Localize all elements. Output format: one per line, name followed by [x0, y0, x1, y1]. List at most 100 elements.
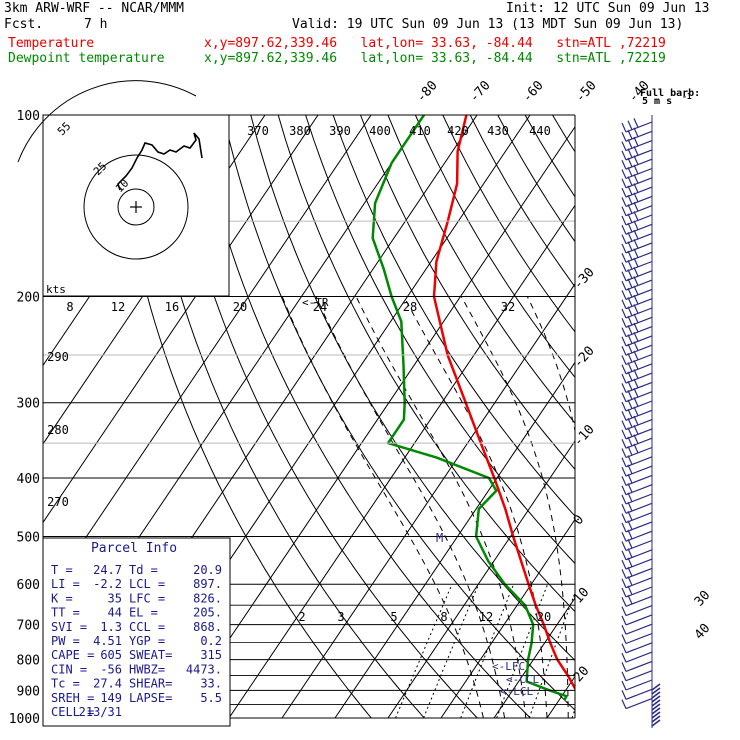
- wind-barb: [621, 511, 653, 524]
- parcel-info-box: Parcel Info T = 24.7 Td = 20.9 LI = -2.2 LCL = 8…: [42, 537, 231, 727]
- wind-barb: [621, 679, 653, 691]
- wind-barb-feather: [627, 176, 633, 186]
- wind-barb-staff: [625, 251, 653, 263]
- parcel-info-value: 24.7: [93, 563, 122, 577]
- wind-barb-feather: [621, 531, 627, 542]
- wind-barb-feather: [633, 415, 639, 426]
- pressure-tick-label: 400: [17, 472, 40, 487]
- moist-adiabat-line: [315, 296, 506, 718]
- barb-legend-sup: -1: [682, 92, 692, 101]
- wind-barb-staff: [625, 298, 653, 310]
- level-marker: <-LFC: [492, 660, 525, 673]
- isotherm-line: [387, 440, 575, 718]
- wind-barb-feather: [627, 194, 633, 205]
- wind-barb-feather: [621, 569, 627, 579]
- wind-barb-feather: [633, 369, 639, 379]
- parcel-info-key: K =: [51, 591, 73, 605]
- wind-barb-feather: [627, 594, 633, 605]
- wind-barb: [621, 369, 653, 384]
- wind-barb-staff: [625, 195, 653, 207]
- wind-barb-feather: [621, 513, 627, 523]
- wind-barb-staff: [625, 353, 653, 366]
- wind-barb-staff: [625, 233, 653, 245]
- wind-barb: [621, 220, 653, 235]
- wind-barb-staff: [625, 660, 653, 672]
- wind-barb-feather: [627, 334, 633, 344]
- wind-barb-feather: [621, 206, 627, 216]
- parcel-info-key: CIN =: [51, 662, 87, 676]
- wind-barb-feather: [627, 501, 633, 512]
- isotherm-line: [281, 283, 575, 718]
- wind-barb-feather: [627, 418, 633, 428]
- wind-barb: [621, 248, 653, 263]
- dewpoint-profile-line: [371, 115, 568, 702]
- isotherm-label-right: 40: [692, 621, 714, 643]
- dry-adiabat-line: [360, 115, 575, 471]
- wind-barb-feather: [633, 118, 639, 128]
- wind-barb: [621, 155, 653, 170]
- wind-barb-feather: [627, 511, 633, 521]
- wind-barb: [621, 359, 653, 375]
- wind-barb-low: [651, 687, 661, 695]
- isotherm-label-top: -50: [573, 78, 600, 105]
- wind-barb-staff: [625, 679, 653, 691]
- wind-barb-feather: [621, 606, 627, 616]
- wind-barb-feather: [627, 129, 633, 140]
- wind-barb-staff: [625, 186, 653, 198]
- parcel-info-value: 33.: [200, 677, 222, 691]
- isotherm-line: [334, 361, 575, 718]
- parcel-info-key: Td =: [129, 563, 158, 577]
- wind-barb: [621, 304, 653, 319]
- wind-barb: [621, 229, 653, 245]
- wind-barb-feather: [627, 278, 633, 289]
- wind-barb-feather: [627, 464, 633, 475]
- wind-barb-staff: [625, 149, 653, 161]
- mixing-ratio-line: [423, 584, 480, 718]
- wind-barb: [621, 585, 653, 598]
- wind-barb-staff: [625, 493, 653, 505]
- wind-barb-feather: [633, 304, 639, 314]
- wind-barb-feather: [627, 529, 633, 540]
- wind-barb-feather: [621, 271, 627, 282]
- mixing-ratio-label: 20: [537, 610, 551, 624]
- wind-barb-feather: [633, 350, 639, 361]
- theta-label: 370: [247, 124, 269, 138]
- isotherm-label-top: -70: [467, 78, 494, 105]
- hodo-axis-label: 32: [501, 300, 515, 314]
- wind-barb-feather: [621, 290, 627, 300]
- wind-barb-staff: [625, 214, 653, 226]
- hodograph-ring-outer: [17, 80, 197, 163]
- wind-barb-staff: [625, 344, 653, 356]
- dewpoint-legend-label: Dewpoint temperature: [8, 51, 165, 66]
- wind-barb-staff: [625, 419, 653, 431]
- wind-barb-feather: [627, 352, 633, 363]
- wind-barb-low: [651, 707, 661, 715]
- wind-barb-low: [651, 683, 661, 691]
- wind-barb: [621, 605, 653, 617]
- wind-barb-feather: [621, 448, 627, 458]
- wind-barb-staff: [625, 577, 653, 589]
- wind-barb-feather: [627, 566, 633, 577]
- isotherm-line: [600, 115, 740, 718]
- isotherm-label-right: 0: [571, 512, 587, 528]
- parcel-info-value: 0.2: [200, 634, 222, 648]
- isotherm-line: [228, 204, 575, 718]
- wind-barb-feather: [627, 222, 633, 233]
- wind-barb-feather: [633, 406, 639, 416]
- wind-barb: [621, 313, 653, 328]
- wind-barb-feather: [627, 538, 633, 549]
- mixing-ratio-label: 5: [390, 610, 397, 624]
- wind-barb-staff: [625, 586, 653, 598]
- wind-barb-feather: [621, 624, 627, 635]
- wind-barb-feather: [627, 204, 633, 214]
- isotherm-label-right: 30: [692, 588, 714, 610]
- wind-barb-feather: [633, 127, 639, 137]
- dry-adiabat-line: [414, 115, 575, 379]
- parcel-info-value: 5.5: [200, 691, 222, 705]
- parcel-info-key: CELL =: [51, 705, 94, 719]
- wind-barb-staff: [625, 400, 653, 412]
- theta-label: 420: [447, 124, 469, 138]
- wind-barb-feather: [627, 148, 633, 158]
- wind-barb-low: [651, 715, 661, 723]
